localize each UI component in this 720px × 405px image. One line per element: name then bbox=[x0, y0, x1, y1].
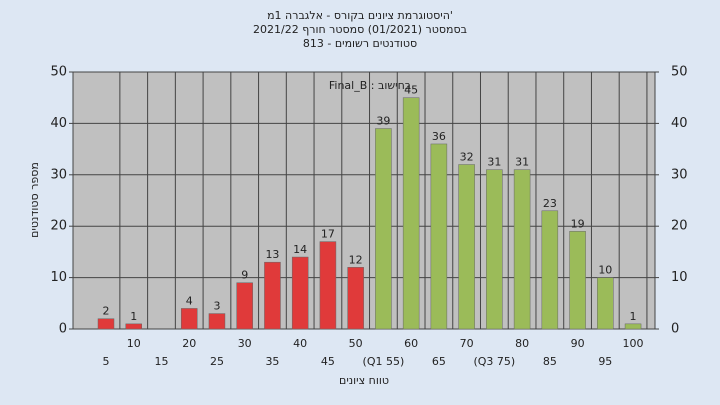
x-tick-label: 5 bbox=[103, 355, 110, 368]
x-tick-label: (Q1 55) bbox=[363, 355, 405, 368]
value-label: 10 bbox=[598, 264, 612, 277]
value-label: 17 bbox=[321, 228, 335, 241]
value-label: 12 bbox=[349, 253, 363, 266]
x-tick-label: 70 bbox=[460, 337, 474, 350]
bar bbox=[624, 323, 642, 330]
x-tick-label: 85 bbox=[543, 355, 557, 368]
bar bbox=[264, 261, 281, 330]
bar bbox=[458, 164, 475, 330]
plot-border bbox=[72, 71, 656, 330]
value-label: 31 bbox=[487, 156, 501, 169]
chart-subtitle: סטודנטים רשומים - 813 bbox=[303, 37, 417, 50]
bar bbox=[291, 256, 309, 330]
y2-tick-label: 20 bbox=[671, 219, 688, 234]
x-tick-label: 95 bbox=[598, 355, 612, 368]
y-tick-label: 50 bbox=[50, 65, 67, 80]
bar bbox=[486, 169, 503, 330]
y2-tick-label: 40 bbox=[671, 116, 688, 131]
value-label: 32 bbox=[460, 151, 474, 164]
y2-tick-label: 50 bbox=[671, 65, 688, 80]
bar bbox=[541, 210, 559, 330]
x-tick-label: 60 bbox=[404, 337, 418, 350]
x-tick-label: 45 bbox=[321, 355, 335, 368]
value-label: 1 bbox=[130, 310, 137, 323]
y-tick-label: 40 bbox=[50, 116, 67, 131]
x-tick-label: 65 bbox=[432, 355, 446, 368]
plot-area bbox=[73, 72, 655, 329]
value-label: 4 bbox=[186, 294, 193, 307]
x-tick-label: 15 bbox=[154, 355, 168, 368]
x-tick-label: 40 bbox=[293, 337, 307, 350]
bar bbox=[513, 169, 531, 330]
bar bbox=[125, 323, 142, 330]
bar bbox=[208, 313, 226, 330]
value-label: 9 bbox=[241, 269, 248, 282]
y-tick-label: 10 bbox=[50, 270, 67, 285]
x-tick-label: 50 bbox=[349, 337, 363, 350]
bar bbox=[430, 143, 448, 330]
value-label: 39 bbox=[376, 115, 390, 128]
x-tick-label: (Q3 75) bbox=[473, 355, 515, 368]
value-label: 31 bbox=[515, 156, 529, 169]
x-tick-label: 10 bbox=[127, 337, 141, 350]
x-tick-label: 35 bbox=[265, 355, 279, 368]
value-label: 3 bbox=[213, 300, 220, 313]
y-tick-label: 0 bbox=[59, 322, 67, 337]
bar bbox=[402, 97, 420, 330]
y2-tick-label: 0 bbox=[671, 322, 679, 337]
x-tick-label: 100 bbox=[623, 337, 644, 350]
bar bbox=[97, 318, 115, 330]
value-label: 13 bbox=[265, 248, 279, 261]
bar bbox=[347, 267, 364, 330]
x-axis-label: טווח ציונים bbox=[339, 374, 389, 387]
y-axis-label: מספר סטודנטים bbox=[28, 162, 41, 238]
value-label: 1 bbox=[630, 310, 637, 323]
x-tick-label: 20 bbox=[182, 337, 196, 350]
bar bbox=[236, 282, 253, 330]
y-tick-label: 30 bbox=[50, 167, 67, 182]
value-label: 23 bbox=[543, 197, 557, 210]
bar bbox=[569, 231, 586, 330]
y-tick-label: 20 bbox=[50, 219, 67, 234]
bar bbox=[375, 128, 392, 330]
bar bbox=[319, 241, 337, 330]
x-tick-label: 25 bbox=[210, 355, 224, 368]
value-label: 19 bbox=[571, 217, 585, 230]
value-label: 36 bbox=[432, 130, 446, 143]
y2-tick-label: 30 bbox=[671, 167, 688, 182]
bar bbox=[597, 277, 614, 330]
bar bbox=[180, 308, 198, 330]
x-tick-label: 90 bbox=[571, 337, 585, 350]
y2-tick-label: 10 bbox=[671, 270, 688, 285]
chart-subtitle: בסמסטר (01/2021) סמסטר חורף 2021/22 bbox=[253, 23, 467, 36]
value-label: 14 bbox=[293, 243, 307, 256]
value-label: 2 bbox=[103, 305, 110, 318]
x-tick-label: 30 bbox=[238, 337, 252, 350]
chart-title: היסטוגרמת ציונים בקורס - אלגברה 1מ' bbox=[267, 9, 453, 22]
x-tick-label: 80 bbox=[515, 337, 529, 350]
value-label: 45 bbox=[404, 84, 418, 97]
